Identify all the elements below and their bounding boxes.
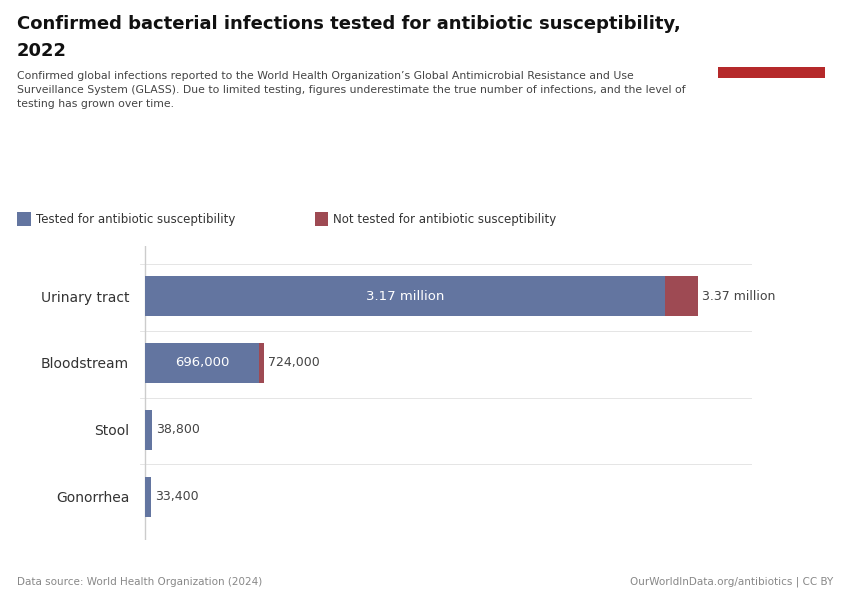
Text: Our World: Our World <box>740 29 803 39</box>
Text: 38,800: 38,800 <box>156 423 200 436</box>
Text: Confirmed global infections reported to the World Health Organization’s Global A: Confirmed global infections reported to … <box>17 71 686 109</box>
Text: in Data: in Data <box>749 47 794 56</box>
Text: 3.17 million: 3.17 million <box>366 290 445 302</box>
Bar <box>145 476 150 517</box>
Text: OurWorldInData.org/antibiotics | CC BY: OurWorldInData.org/antibiotics | CC BY <box>630 576 833 587</box>
Bar <box>259 343 264 383</box>
Text: Tested for antibiotic susceptibility: Tested for antibiotic susceptibility <box>36 212 235 226</box>
Text: 2022: 2022 <box>17 42 67 60</box>
Text: Confirmed bacterial infections tested for antibiotic susceptibility,: Confirmed bacterial infections tested fo… <box>17 15 681 33</box>
Text: 696,000: 696,000 <box>175 356 230 370</box>
Text: Data source: World Health Organization (2024): Data source: World Health Organization (… <box>17 577 263 587</box>
Bar <box>145 410 151 450</box>
Text: 33,400: 33,400 <box>155 490 199 503</box>
Text: 724,000: 724,000 <box>268 356 320 370</box>
Bar <box>145 343 259 383</box>
Bar <box>145 276 666 316</box>
Bar <box>666 276 698 316</box>
Bar <box>718 67 824 78</box>
Text: 3.37 million: 3.37 million <box>702 290 775 302</box>
Text: Not tested for antibiotic susceptibility: Not tested for antibiotic susceptibility <box>333 212 557 226</box>
